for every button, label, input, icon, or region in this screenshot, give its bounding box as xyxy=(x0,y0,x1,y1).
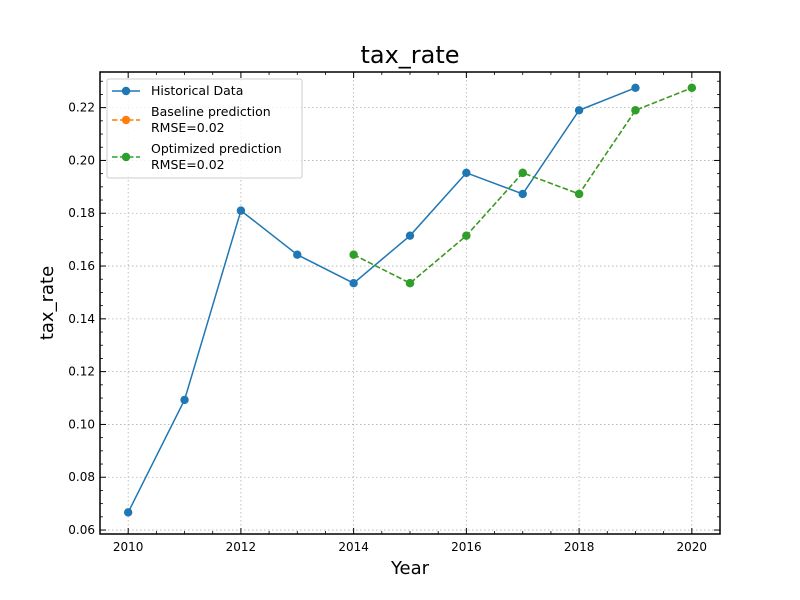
series-0-point xyxy=(574,106,584,115)
y-tick-label: 0.16 xyxy=(68,259,95,273)
y-axis-title: tax_rate xyxy=(37,266,58,340)
series-2-point xyxy=(405,279,415,288)
series-line-0 xyxy=(127,87,636,513)
legend-label-0: Historical Data xyxy=(151,83,243,98)
y-tick-label: 0.06 xyxy=(68,523,95,537)
y-tick-label: 0.08 xyxy=(68,470,95,484)
series-2-point xyxy=(687,83,697,93)
legend-sublabel-2: RMSE=0.02 xyxy=(151,157,225,172)
x-tick-label: 2018 xyxy=(564,540,595,554)
series-0-point xyxy=(405,231,415,240)
series-0-point xyxy=(180,395,189,405)
x-tick-label: 2014 xyxy=(338,540,369,554)
grid xyxy=(100,72,720,534)
x-axis-title: Year xyxy=(390,558,430,579)
x-tick-label: 2016 xyxy=(451,540,482,554)
x-tick-label: 2010 xyxy=(113,540,144,554)
series-2-point xyxy=(349,250,358,259)
legend-label-2: Optimized prediction xyxy=(151,141,282,156)
y-tick-label: 0.14 xyxy=(68,312,95,326)
series-line-2 xyxy=(353,87,693,285)
series-0-point xyxy=(631,83,640,93)
legend-marker-0 xyxy=(121,86,131,96)
series-0-point xyxy=(293,250,302,259)
chart-title: tax_rate xyxy=(360,41,459,69)
y-tick-label: 0.22 xyxy=(68,101,95,115)
legend-marker-1 xyxy=(121,115,131,125)
y-tick-label: 0.20 xyxy=(68,153,95,167)
y-tick-label: 0.10 xyxy=(68,417,95,431)
ticks: 2010 2012 2014 2016 2018 2020 0.06 0.08 0.10 0.12… xyxy=(68,72,721,554)
series-2-point xyxy=(574,189,584,199)
y-tick-label: 0.12 xyxy=(68,365,95,379)
series-2-point xyxy=(518,168,527,178)
series-2-point xyxy=(462,231,471,240)
series-0-point xyxy=(518,189,527,199)
series-0-point xyxy=(236,206,246,215)
series-2-point xyxy=(631,106,640,115)
series-0-point xyxy=(462,168,471,178)
legend-box xyxy=(106,78,303,179)
y-tick-label: 0.18 xyxy=(68,206,95,220)
series-line-1 xyxy=(353,87,693,285)
x-tick-label: 2020 xyxy=(677,540,708,554)
series-0-point xyxy=(123,508,133,517)
legend-label-1: Baseline prediction xyxy=(151,104,271,119)
legend-sublabel-1: RMSE=0.02 xyxy=(151,120,225,135)
legend-marker-2 xyxy=(121,152,131,162)
series-0-point xyxy=(349,279,358,288)
series-layer xyxy=(123,83,697,517)
x-tick-label: 2012 xyxy=(226,540,257,554)
